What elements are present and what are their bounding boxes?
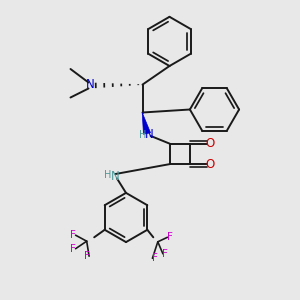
Text: O: O bbox=[205, 136, 214, 150]
Text: F: F bbox=[152, 253, 158, 263]
Text: H: H bbox=[139, 130, 146, 140]
Text: N: N bbox=[110, 169, 119, 183]
Polygon shape bbox=[142, 112, 151, 134]
Text: F: F bbox=[162, 249, 168, 259]
Text: N: N bbox=[145, 128, 154, 142]
Text: N: N bbox=[85, 78, 94, 91]
Text: F: F bbox=[70, 244, 76, 254]
Text: F: F bbox=[70, 230, 76, 240]
Text: F: F bbox=[167, 232, 173, 242]
Text: F: F bbox=[84, 251, 90, 261]
Text: H: H bbox=[104, 170, 112, 181]
Text: O: O bbox=[205, 158, 214, 171]
